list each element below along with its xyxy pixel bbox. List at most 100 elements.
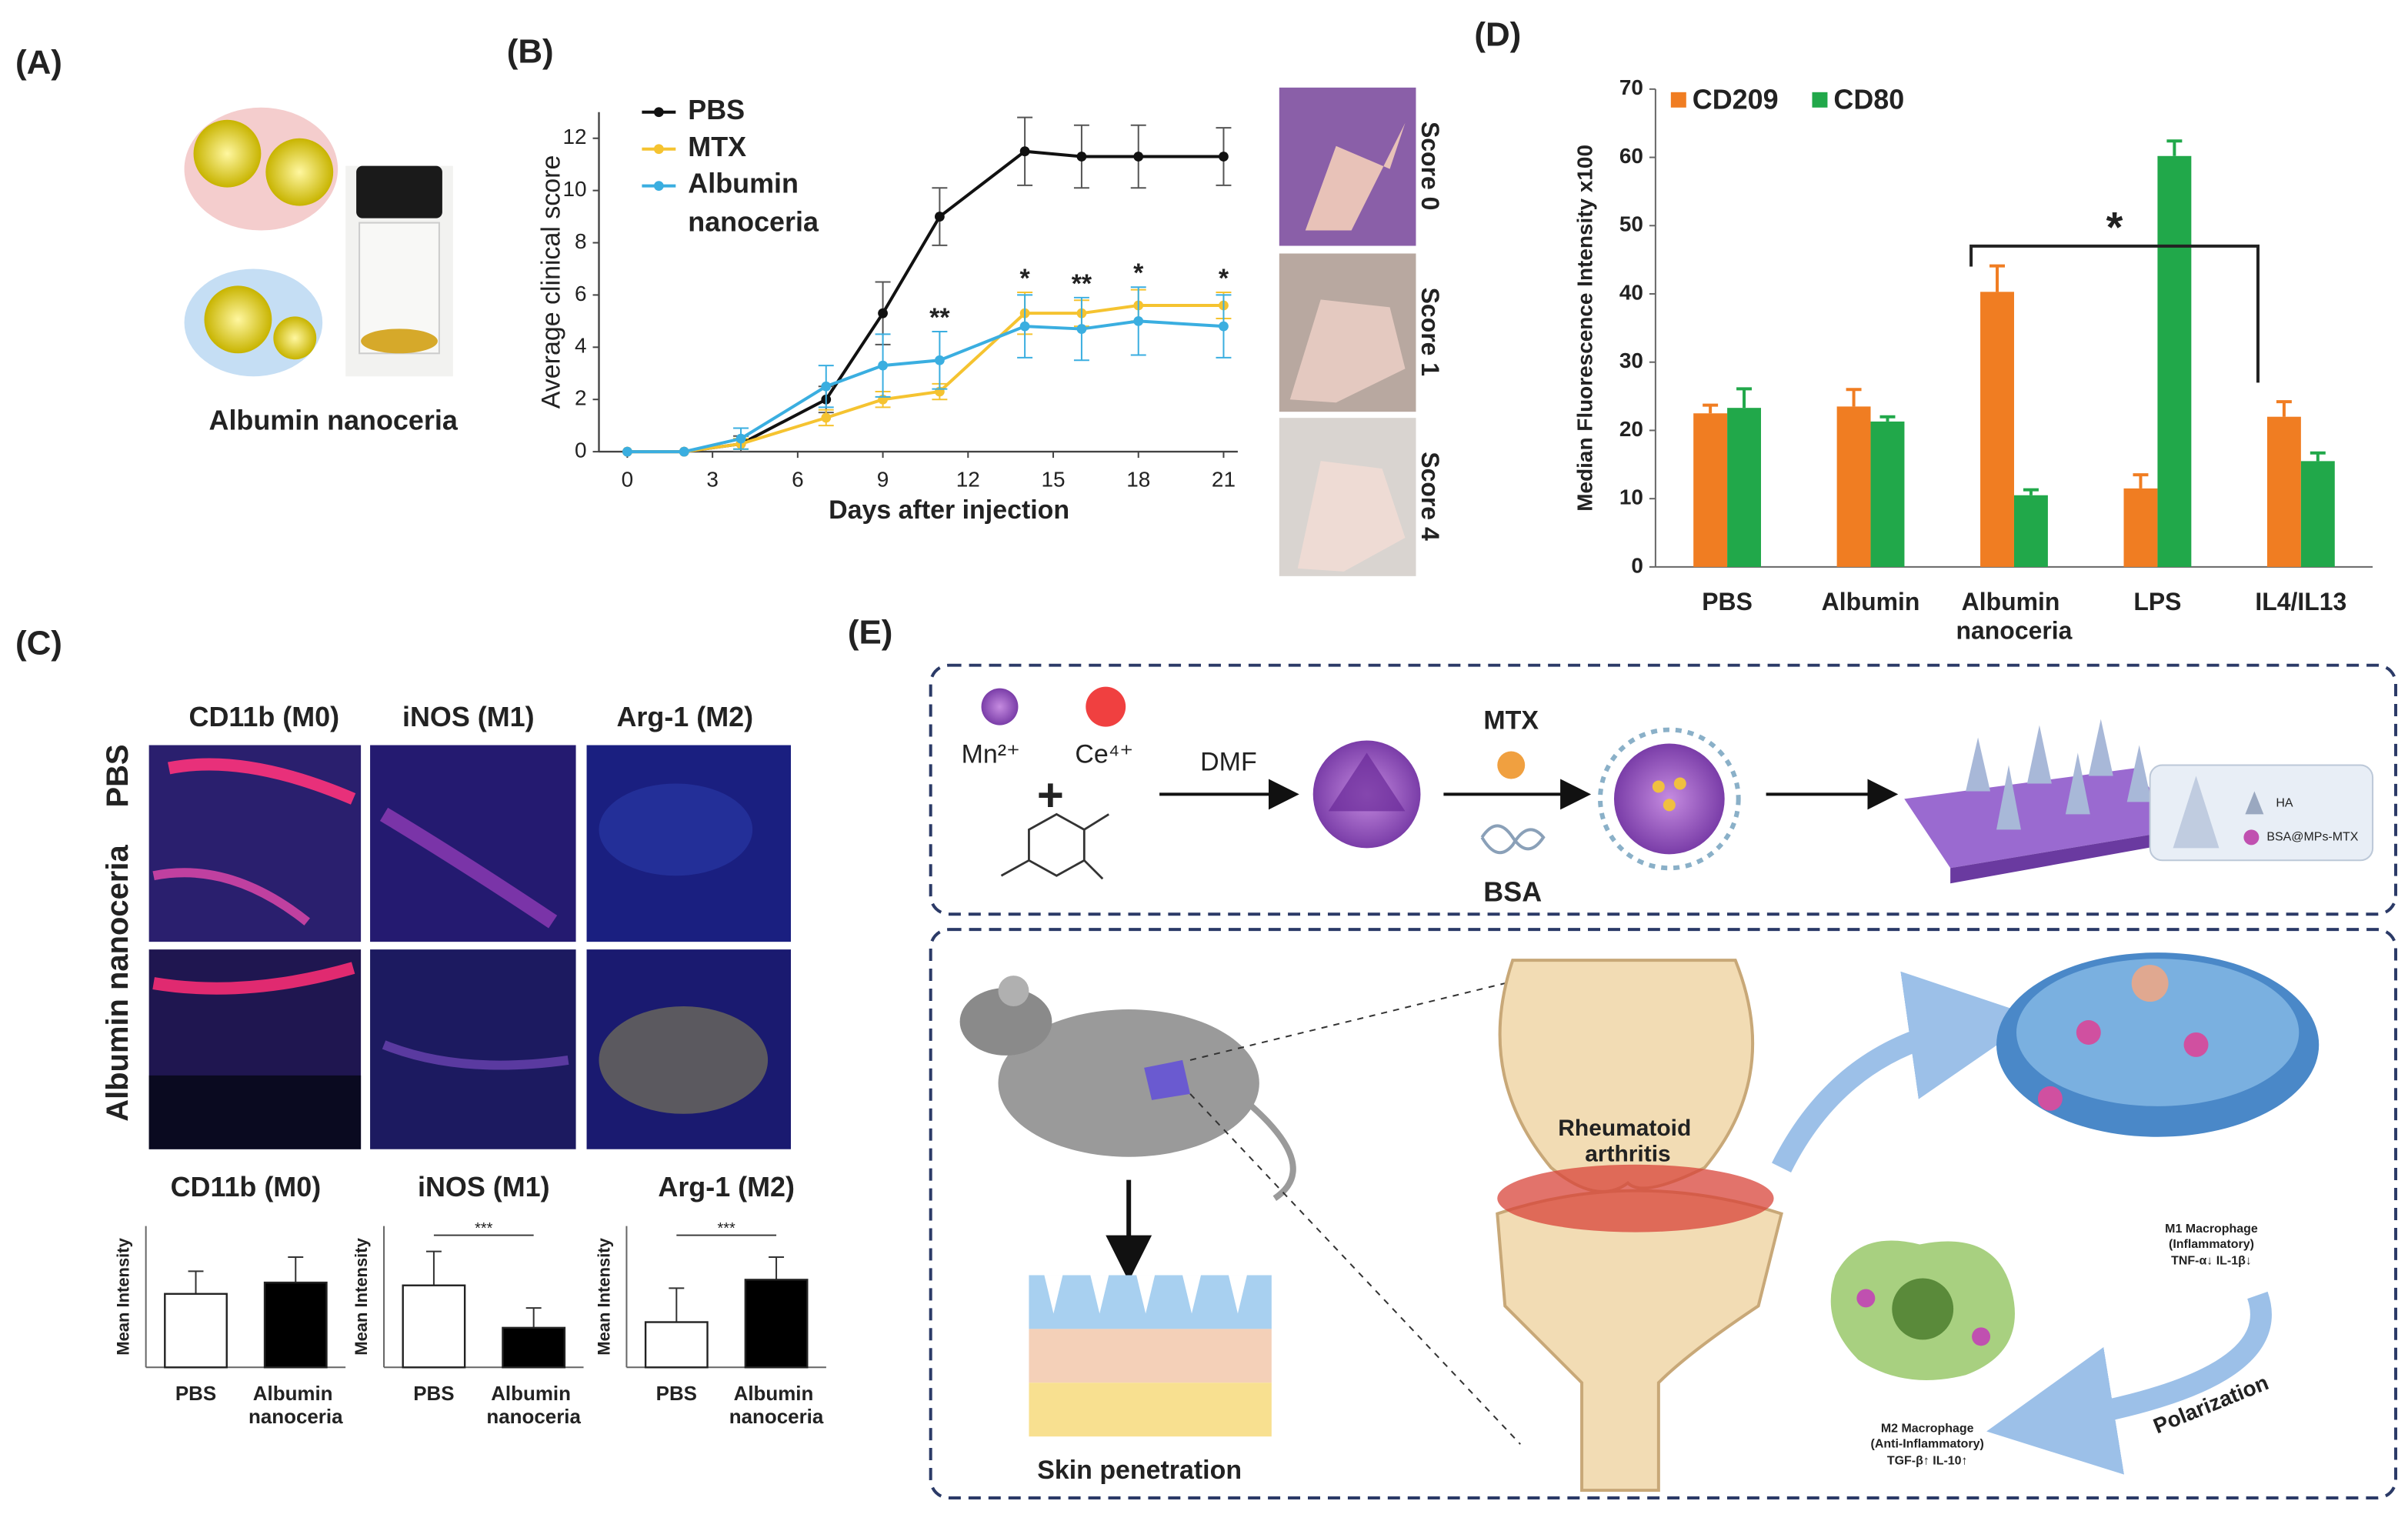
point bbox=[1076, 324, 1087, 334]
x-tick-label: PBS bbox=[175, 1383, 216, 1405]
legend-label: CD209 bbox=[1693, 83, 1779, 115]
y-axis-label: Mean Intensity bbox=[352, 1237, 371, 1355]
significance: *** bbox=[475, 1220, 493, 1237]
significance: * bbox=[1020, 264, 1031, 293]
y-tick-label: 6 bbox=[575, 282, 587, 305]
error-bar bbox=[1989, 264, 2006, 292]
curved-arrow bbox=[1772, 971, 2038, 1172]
ion-label: Ce⁴⁺ bbox=[1075, 739, 1133, 769]
point bbox=[935, 212, 945, 222]
error-bar bbox=[769, 1256, 785, 1280]
curved-arrow bbox=[1986, 1291, 2272, 1475]
y-axis-label: Mean Intensity bbox=[113, 1237, 132, 1355]
y-tick-label: 60 bbox=[1619, 144, 1643, 168]
drug-icon bbox=[1497, 751, 1526, 779]
error-bar bbox=[1736, 387, 1753, 409]
row-label: Albumin nanoceria bbox=[101, 845, 135, 1122]
y-tick-label: 30 bbox=[1619, 349, 1643, 372]
bar bbox=[1727, 408, 1762, 567]
x-tick-label: Albumin nanoceria bbox=[1956, 588, 2073, 645]
significance-bracket bbox=[1969, 244, 2260, 383]
significance: ** bbox=[1072, 269, 1092, 299]
plus: + bbox=[1037, 769, 1064, 821]
error-bar bbox=[1703, 403, 1719, 414]
point bbox=[1019, 321, 1030, 332]
x-tick-label: Albumin nanoceria bbox=[729, 1383, 824, 1428]
caption: Albumin nanoceria bbox=[209, 405, 459, 436]
error-bar bbox=[425, 1250, 442, 1286]
error-bar bbox=[1846, 388, 1862, 407]
y-tick-label: 0 bbox=[1631, 553, 1643, 577]
m2-macrophage bbox=[1830, 1240, 2015, 1380]
point bbox=[821, 412, 832, 423]
y-tick-label: 0 bbox=[575, 438, 587, 462]
bar bbox=[263, 1281, 328, 1369]
bar bbox=[402, 1284, 466, 1369]
series-line bbox=[627, 319, 1224, 454]
error-bar bbox=[188, 1270, 204, 1294]
x-tick-label: Albumin nanoceria bbox=[248, 1383, 343, 1428]
cell-label: (Inflammatory) bbox=[2169, 1238, 2254, 1251]
y-tick-label: 8 bbox=[575, 229, 587, 253]
y-axis-label: Median Fluorescence Intensity x100 bbox=[1573, 145, 1596, 512]
panel-label: (B) bbox=[507, 32, 554, 70]
bar bbox=[2300, 461, 2335, 567]
point bbox=[1019, 146, 1030, 157]
cell-label: M1 Macrophage bbox=[2165, 1222, 2258, 1236]
significance: ** bbox=[929, 303, 950, 332]
caption: Rheumatoid arthritis bbox=[1558, 1116, 1697, 1167]
legend-swatch bbox=[1670, 92, 1686, 108]
y-tick-label: 50 bbox=[1619, 212, 1643, 236]
m1-macrophage bbox=[1996, 952, 2320, 1137]
skin-illustration bbox=[1029, 1275, 1272, 1437]
microscopy-images bbox=[148, 745, 792, 1149]
step-label: MTX bbox=[1483, 706, 1539, 735]
mouse bbox=[959, 976, 1296, 1201]
column-title: Arg-1 (M2) bbox=[616, 701, 753, 732]
chart-title: iNOS (M1) bbox=[418, 1171, 550, 1202]
legend-swatch bbox=[653, 107, 664, 118]
error-bar bbox=[2310, 451, 2326, 462]
point bbox=[1076, 152, 1087, 162]
legend-swatch bbox=[653, 181, 664, 192]
bar bbox=[2013, 495, 2048, 567]
step-label: DMF bbox=[1200, 747, 1257, 776]
chart-title: Arg-1 (M2) bbox=[658, 1171, 795, 1202]
linker-molecule bbox=[1000, 812, 1109, 880]
vial bbox=[345, 165, 453, 377]
x-tick-label: 9 bbox=[877, 467, 889, 491]
y-tick-label: 12 bbox=[562, 125, 586, 148]
coated-particle bbox=[1598, 727, 1741, 871]
inset-label: BSA@MPs-MTX bbox=[2266, 831, 2358, 844]
x-tick-label: 3 bbox=[706, 467, 719, 491]
legend-label: MTX bbox=[688, 131, 746, 162]
x-tick-label: PBS bbox=[1702, 588, 1753, 615]
point bbox=[821, 381, 832, 392]
error-bar bbox=[525, 1307, 542, 1328]
bsa-icon bbox=[1480, 824, 1546, 855]
significance: *** bbox=[718, 1220, 736, 1237]
y-tick-label: 70 bbox=[1619, 75, 1643, 99]
x-tick-label: Albumin nanoceria bbox=[486, 1383, 581, 1428]
bar bbox=[2266, 416, 2301, 567]
panel-label: (D) bbox=[1474, 16, 1521, 54]
x-tick-label: Albumin bbox=[1822, 588, 1920, 615]
legend-swatch bbox=[653, 144, 664, 155]
legend-label: CD80 bbox=[1833, 83, 1904, 115]
column-title: iNOS (M1) bbox=[402, 701, 535, 732]
bar bbox=[744, 1279, 809, 1369]
y-tick-label: 4 bbox=[575, 334, 587, 358]
x-tick-label: 0 bbox=[622, 467, 634, 491]
ion-label: Mn²⁺ bbox=[962, 739, 1020, 769]
y-axis-label: Average clinical score bbox=[537, 155, 566, 409]
y-tick-label: 2 bbox=[575, 386, 587, 410]
y-tick-label: 10 bbox=[1619, 485, 1643, 509]
point bbox=[1133, 315, 1144, 326]
point bbox=[1219, 321, 1229, 332]
y-tick-label: 40 bbox=[1619, 280, 1643, 304]
significance: * bbox=[1133, 259, 1144, 288]
y-axis-label: Mean Intensity bbox=[594, 1237, 613, 1355]
ion-icon bbox=[1086, 686, 1126, 727]
x-tick-label: IL4/IL13 bbox=[2255, 588, 2346, 615]
y-tick-label: 10 bbox=[562, 177, 586, 201]
